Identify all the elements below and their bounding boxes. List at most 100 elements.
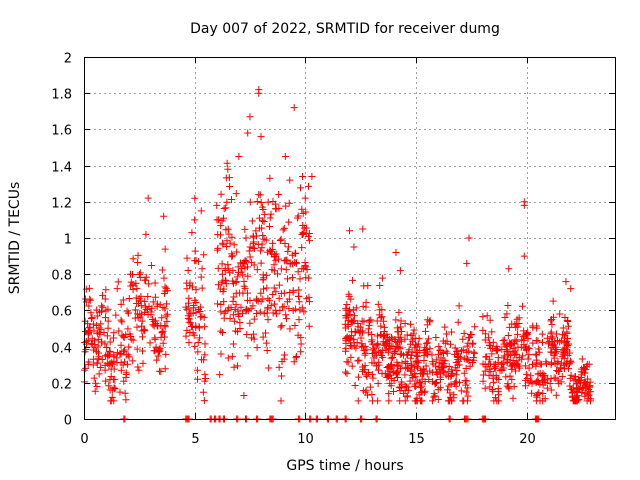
data-point [495, 391, 503, 399]
y-tick-label: 0.6 [51, 305, 72, 320]
data-point [186, 279, 194, 287]
data-point [124, 360, 132, 368]
data-point [162, 350, 170, 358]
data-point [222, 204, 230, 212]
data-point [201, 377, 209, 385]
data-point [462, 364, 470, 372]
data-point [290, 358, 298, 366]
data-point [456, 353, 464, 361]
data-point [440, 362, 448, 370]
data-point [435, 359, 443, 367]
data-point [228, 195, 236, 203]
data-point [385, 397, 393, 405]
data-point [145, 280, 153, 288]
data-point [284, 243, 292, 251]
data-point [222, 277, 230, 285]
data-point [418, 369, 426, 377]
data-point [112, 311, 120, 319]
data-point [408, 363, 416, 371]
data-point [505, 383, 513, 391]
data-point [222, 226, 230, 234]
data-point [406, 340, 414, 348]
data-point [224, 354, 232, 362]
data-point [133, 310, 141, 318]
data-point [441, 323, 449, 331]
data-point [485, 355, 493, 363]
data-point [110, 384, 118, 392]
data-point [533, 390, 541, 398]
data-point [525, 351, 533, 359]
data-point [154, 322, 162, 330]
data-point [465, 347, 473, 355]
data-point [256, 308, 264, 316]
data-point [380, 331, 388, 339]
data-point [459, 346, 467, 354]
data-point [103, 343, 111, 351]
data-point [217, 350, 225, 358]
data-point [139, 359, 147, 367]
data-point [244, 272, 252, 280]
data-point [504, 331, 512, 339]
data-point [96, 364, 104, 372]
data-point [89, 320, 97, 328]
data-point [257, 259, 265, 267]
data-point [354, 357, 362, 365]
data-point [217, 308, 225, 316]
data-point [289, 288, 297, 296]
data-point [197, 273, 205, 281]
data-point [576, 379, 584, 387]
data-point [406, 377, 414, 385]
data-point [525, 364, 533, 372]
data-point [407, 320, 415, 328]
data-point [455, 302, 463, 310]
data-point [217, 190, 225, 198]
data-point [288, 260, 296, 268]
data-point [194, 375, 202, 383]
data-point [373, 317, 381, 325]
data-point [557, 337, 565, 345]
data-point [81, 348, 89, 356]
data-point [152, 317, 160, 325]
data-point [560, 354, 568, 362]
data-point [405, 386, 413, 394]
data-point [394, 374, 402, 382]
data-point [110, 365, 118, 373]
data-point [93, 359, 101, 367]
data-point [142, 273, 150, 281]
data-point [416, 397, 424, 405]
data-point [134, 314, 142, 322]
data-point [190, 302, 198, 310]
data-point [82, 285, 90, 293]
data-point [220, 309, 228, 317]
data-point [252, 227, 260, 235]
data-point [141, 297, 149, 305]
data-point [223, 242, 231, 250]
data-point [388, 333, 396, 341]
data-point [508, 365, 516, 373]
data-point [238, 265, 246, 273]
data-point [489, 374, 497, 382]
data-point [378, 313, 386, 321]
data-point [360, 318, 368, 326]
data-point [432, 379, 440, 387]
data-point [346, 342, 354, 350]
data-point [371, 351, 379, 359]
data-point [230, 363, 238, 371]
data-point [482, 353, 490, 361]
data-point [363, 373, 371, 381]
data-point [214, 244, 222, 252]
data-point [196, 334, 204, 342]
peak-point [290, 104, 298, 112]
peak-point [246, 113, 254, 121]
data-point [241, 225, 249, 233]
data-point [243, 331, 251, 339]
data-point [354, 397, 362, 405]
data-point [408, 336, 416, 344]
data-point [584, 375, 592, 383]
data-point [428, 397, 436, 405]
data-point [223, 159, 231, 167]
data-point [494, 354, 502, 362]
data-point [538, 330, 546, 338]
data-point [82, 298, 90, 306]
data-point [124, 309, 132, 317]
